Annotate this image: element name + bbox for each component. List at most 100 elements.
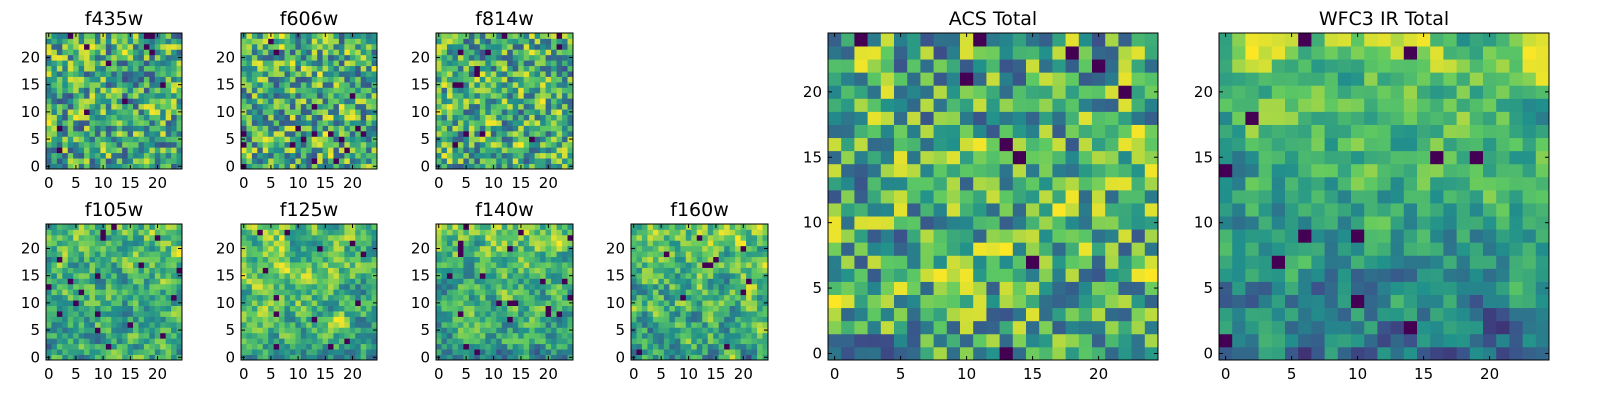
heatmap-cell <box>349 283 356 290</box>
heatmap-cell <box>479 240 486 247</box>
heatmap-cell <box>284 289 291 296</box>
y-tick-label: 10 <box>411 103 430 121</box>
heatmap-cell <box>724 349 731 355</box>
heatmap-cell <box>452 54 459 61</box>
heatmap-cell <box>551 289 557 296</box>
heatmap-cell <box>89 136 96 143</box>
heatmap-cell <box>757 316 763 323</box>
heatmap-cell <box>84 54 90 61</box>
heatmap-cell <box>284 60 291 67</box>
heatmap-cell <box>556 251 563 258</box>
heatmap-cell <box>751 316 758 323</box>
heatmap-cell <box>501 136 508 143</box>
heatmap-cell <box>165 245 172 252</box>
heatmap-cell <box>986 294 1000 309</box>
heatmap-cell <box>73 256 80 263</box>
heatmap-cell <box>479 224 486 230</box>
heatmap-cells <box>828 33 1159 361</box>
heatmap-cell <box>751 229 758 236</box>
heatmap-cell <box>854 346 868 361</box>
heatmap-cell <box>133 327 139 334</box>
heatmap-cell <box>289 92 296 99</box>
heatmap-cell <box>333 54 340 61</box>
heatmap-cell <box>133 76 139 83</box>
heatmap-cell <box>246 262 253 268</box>
heatmap-cell <box>111 305 118 312</box>
heatmap-cell <box>51 251 58 258</box>
heatmap-cell <box>143 316 150 323</box>
heatmap-cell <box>251 305 258 312</box>
heatmap-cell <box>724 332 731 339</box>
heatmap-cell <box>485 289 492 296</box>
heatmap-cell <box>284 316 291 323</box>
heatmap-cell <box>523 294 530 301</box>
heatmap-cell <box>122 305 128 312</box>
heatmap-cell <box>1118 268 1132 282</box>
heatmap-cell <box>680 278 687 285</box>
heatmap-cell <box>556 240 563 247</box>
heatmap-cell <box>463 98 470 105</box>
heatmap-cell <box>729 256 736 263</box>
heatmap-cell <box>328 327 334 334</box>
heatmap-cell <box>507 289 514 296</box>
x-tick-label: 0 <box>434 174 444 192</box>
heatmap-cell <box>154 327 161 334</box>
heatmap-cell <box>540 343 546 350</box>
heatmap-cell <box>713 300 720 306</box>
heatmap-cell <box>366 289 372 296</box>
heatmap-cell <box>512 316 519 323</box>
heatmap-cell <box>436 120 442 126</box>
heatmap-cell <box>262 354 269 361</box>
heatmap-cell <box>540 278 546 285</box>
heatmap-cell <box>468 65 475 72</box>
heatmap-cell <box>647 321 654 328</box>
heatmap-cell <box>446 92 453 99</box>
heatmap-cell <box>51 272 58 279</box>
heatmap-cell <box>328 267 334 274</box>
heatmap-cell <box>322 92 329 99</box>
heatmap-cell <box>446 245 453 252</box>
heatmap-cell <box>663 354 670 361</box>
heatmap-cell <box>512 343 519 350</box>
heatmap-cell <box>122 262 128 268</box>
heatmap-cell <box>441 349 448 355</box>
heatmap-cell <box>262 81 269 88</box>
heatmap-cell <box>51 114 58 121</box>
heatmap-cell <box>251 71 258 77</box>
heatmap-cell <box>512 262 519 268</box>
heatmap-cell <box>295 262 302 268</box>
heatmap-cell <box>652 305 659 312</box>
heatmap-cell <box>116 152 123 159</box>
heatmap-cell <box>746 305 752 312</box>
heatmap-cell <box>534 120 541 126</box>
heatmap-cell <box>1078 229 1093 243</box>
heatmap-cell <box>279 92 285 99</box>
heatmap-cell <box>567 305 574 312</box>
heatmap-cell <box>371 234 378 241</box>
heatmap-cell <box>534 283 541 290</box>
heatmap-cell <box>154 65 161 72</box>
heatmap-cell <box>67 163 74 170</box>
heatmap-cell <box>127 158 134 164</box>
heatmap-cell <box>658 305 665 312</box>
heatmap-cell <box>306 98 313 105</box>
heatmap-cell <box>306 300 313 306</box>
heatmap-cell <box>306 92 313 99</box>
heatmap-cell <box>729 300 736 306</box>
heatmap-cell <box>67 103 74 110</box>
heatmap-cell <box>338 87 345 94</box>
heatmap-cell <box>328 354 334 361</box>
heatmap-cell <box>73 147 80 154</box>
heatmap-cell <box>251 251 258 258</box>
heatmap-cell <box>1144 255 1159 269</box>
heatmap-cell <box>300 251 307 258</box>
heatmap-cell <box>652 343 659 350</box>
heatmap-cell <box>84 256 90 263</box>
heatmap-cell <box>289 229 296 236</box>
heatmap-cell <box>62 147 69 154</box>
heatmap-cell <box>105 120 112 126</box>
heatmap-cell <box>854 333 868 348</box>
heatmap-cell <box>485 316 492 323</box>
heatmap-cell <box>707 234 714 241</box>
heatmap-cell <box>933 294 948 309</box>
